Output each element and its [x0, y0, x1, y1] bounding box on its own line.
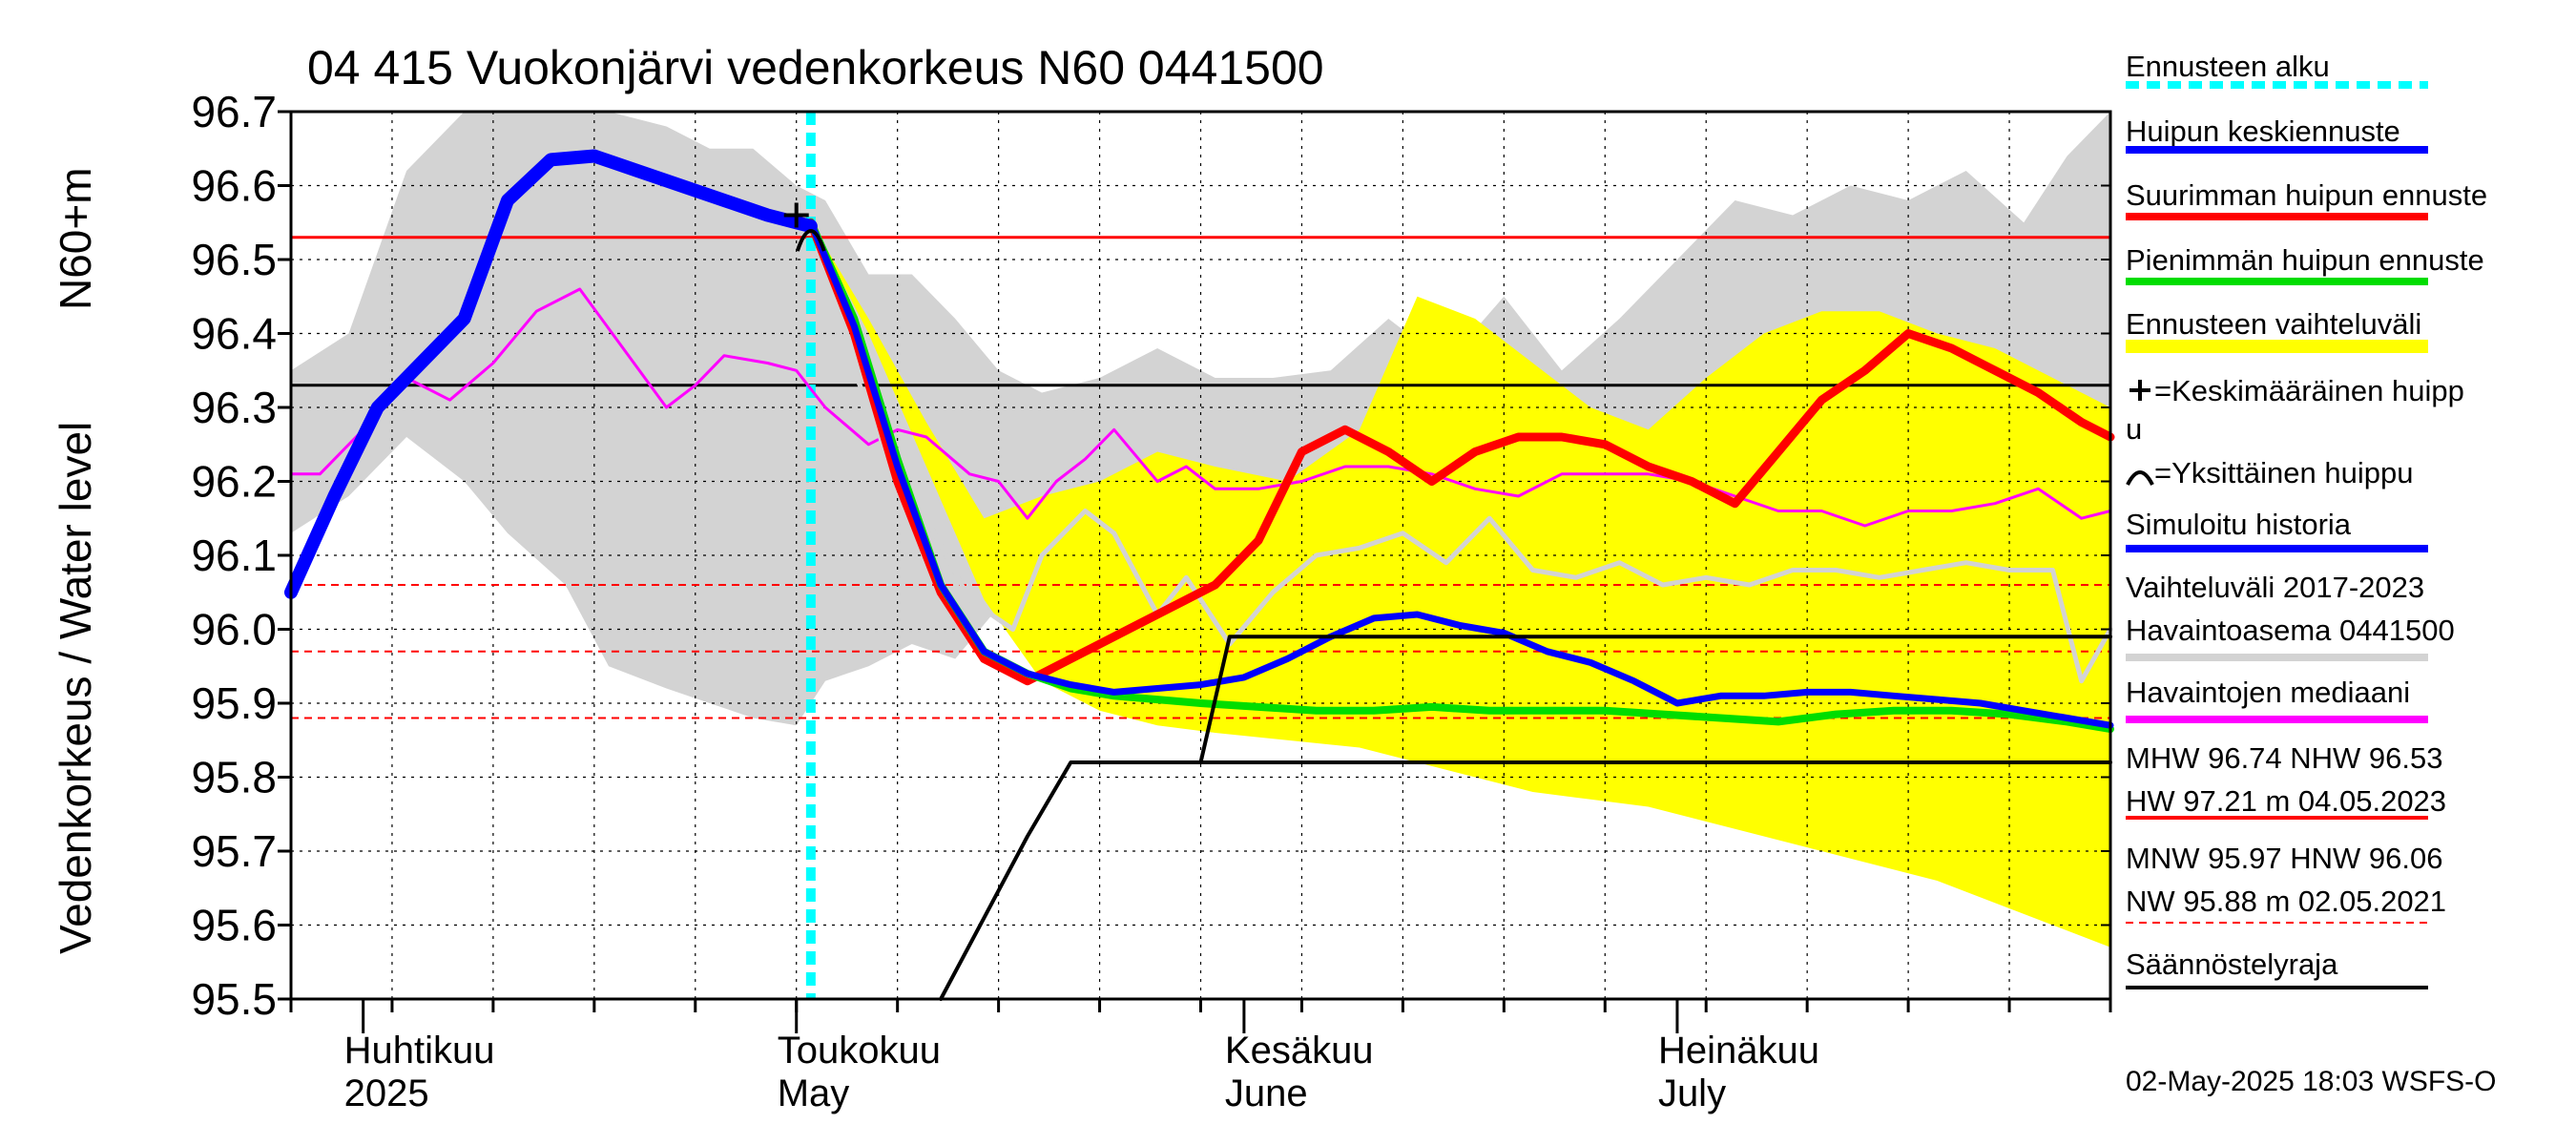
legend-label: NW 95.88 m 02.05.2021: [2126, 885, 2446, 918]
series-simuloitu-historia: [284, 149, 818, 599]
legend-label: =Keskimääräinen huipp: [2154, 374, 2464, 407]
legend-label: =Yksittäinen huippu: [2154, 456, 2413, 489]
chart-title: 04 415 Vuokonjärvi vedenkorkeus N60 0441…: [307, 41, 1324, 94]
legend-label: MHW 96.74 NHW 96.53: [2126, 741, 2443, 775]
x-month-label-sub: May: [778, 1072, 850, 1114]
single-peak-marker: [795, 229, 826, 252]
legend-label: Vaihteluväli 2017-2023: [2126, 571, 2424, 604]
y-tick-label: 96.7: [191, 87, 277, 136]
legend-label: Suurimman huipun ennuste: [2126, 178, 2487, 212]
band-vaihteluv-li-2017-2023: [291, 112, 2110, 726]
y-tick-label: 96.4: [191, 309, 277, 359]
timestamp-footer: 02-May-2025 18:03 WSFS-O: [2126, 1066, 2497, 1097]
x-month-label: Kesäkuu: [1225, 1030, 1374, 1072]
x-month-label: Toukokuu: [778, 1030, 941, 1072]
series-havaintojen-mediaani: [289, 287, 2112, 528]
axes-frame-layer: 96.7 96.6 96.5 96.4 96.3 96.2 96.1 96.0 95.9 95.8…: [191, 87, 2112, 1114]
legend-label: HW 97.21 m 04.05.2023: [2126, 784, 2446, 818]
y-tick-label: 95.9: [191, 678, 277, 728]
legend-label: MNW 95.97 HNW 96.06: [2126, 842, 2443, 875]
legend-label: u: [2126, 412, 2142, 446]
series-havaintoasema-0441500: [837, 331, 2113, 684]
legend-label: Pienimmän huipun ennuste: [2126, 243, 2484, 277]
y-axis-unit: N60+m: [51, 167, 100, 310]
legend-label: Havaintoasema 0441500: [2126, 614, 2455, 647]
x-month-label-sub: 2025: [344, 1072, 429, 1114]
legend-label: Säännöstelyraja: [2126, 947, 2338, 981]
reference-lines-layer: [291, 112, 2110, 999]
y-tick-label: 95.5: [191, 974, 277, 1024]
y-tick-label: 96.0: [191, 605, 277, 655]
x-month-label-sub: June: [1225, 1072, 1308, 1114]
y-tick-label: 96.6: [191, 161, 277, 211]
legend-label: Huipun keskiennuste: [2126, 114, 2400, 148]
y-tick-label: 95.6: [191, 901, 277, 950]
legend-label: Havaintojen mediaani: [2126, 676, 2410, 709]
legend-label: Simuloitu historia: [2126, 508, 2352, 541]
legend-label: Ennusteen vaihteluväli: [2126, 307, 2421, 341]
y-tick-label: 96.2: [191, 457, 277, 507]
lines-layer: [284, 149, 2115, 1001]
legend-arch-icon: [2126, 470, 2154, 486]
y-tick-label: 95.8: [191, 753, 277, 802]
legend: Ennusteen alku Huipun keskiennuste Suurimm…: [2126, 50, 2487, 989]
y-tick-label: 96.1: [191, 531, 277, 580]
series-huipun-keskiennuste: [807, 219, 2114, 729]
x-month-label: Heinäkuu: [1658, 1030, 1819, 1072]
series-s-nn-stelyraja: [1198, 635, 2112, 764]
x-month-label-sub: July: [1658, 1072, 1726, 1114]
legend-label: Ennusteen alku: [2126, 50, 2330, 83]
y-tick-label: 95.7: [191, 826, 277, 876]
series-s-nn-stelyraja: [939, 760, 1333, 1001]
y-tick-label: 96.5: [191, 235, 277, 284]
grid-layer: [290, 112, 2111, 999]
y-axis-title: Vedenkorkeus / Water level: [51, 422, 100, 954]
y-tick-label: 96.3: [191, 383, 277, 432]
x-month-label: Huhtikuu: [344, 1030, 495, 1072]
